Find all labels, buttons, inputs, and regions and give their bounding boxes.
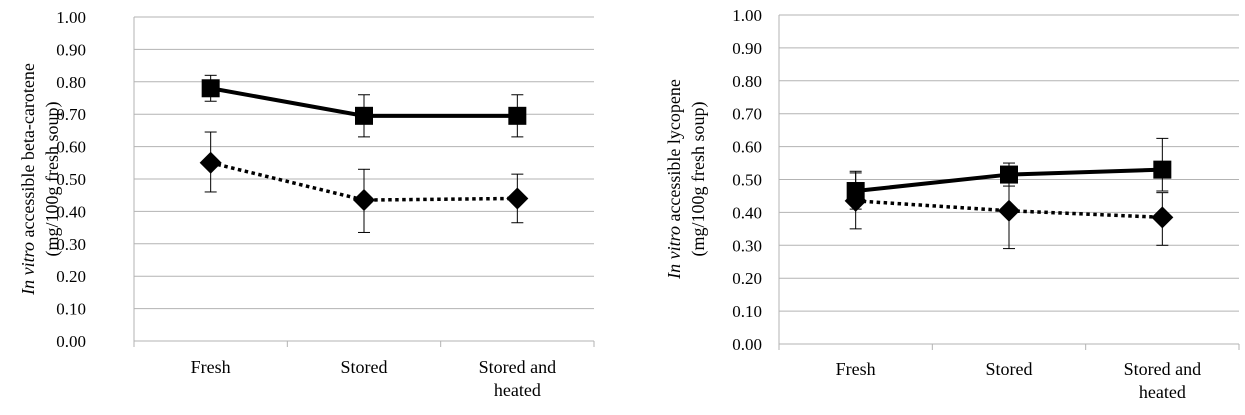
x-tick-label-line: Stored and [479,357,556,377]
x-tick-label-line: Stored [341,357,388,377]
series-2 [199,131,529,233]
y-tick-label: 0.70 [732,105,762,124]
y-axis-label-italic: In vitro [664,226,684,280]
y-axis-label: In vitro accessible lycopene (mg/100g fre… [664,79,709,280]
data-point-diamond [844,189,867,212]
y-tick-label: 0.80 [732,72,762,91]
x-tick-label: Stored and heated [479,357,556,400]
data-point-diamond [199,151,222,174]
data-point-square [508,106,527,125]
y-tick-label: 0.30 [56,235,86,254]
chart-panel-1: 0.00 0.10 0.20 0.30 0.40 0.50 0.60 0.70 0.80 0.90… [18,8,595,400]
series-1 [201,74,527,138]
y-tick-label: 0.00 [732,335,762,354]
x-tick-label-line: heated [494,380,541,400]
y-axis-label-line1: In vitro accessible beta-carotene [18,63,38,296]
y-tick-label: 0.10 [732,302,762,321]
series-line [855,199,1163,220]
y-tick-label: 0.00 [56,332,86,351]
data-point-square [355,106,373,125]
y-tick-label: 0.30 [732,236,762,255]
y-tick-label: 0.70 [56,105,86,124]
data-point-square [1153,160,1172,179]
data-point-diamond [506,187,529,210]
y-tick-label: 1.00 [732,6,762,25]
y-tick-label: 0.50 [732,171,762,190]
y-tick-label: 0.60 [56,138,86,157]
x-tick-label: Stored and heated [1124,359,1201,402]
y-tick-label: 0.40 [732,203,762,222]
data-point-diamond [1151,206,1174,229]
y-tick-label: 0.20 [732,269,762,288]
y-tick-label: 0.90 [732,39,762,58]
y-tick-label: 0.90 [56,40,86,59]
data-point-diamond [998,199,1020,222]
y-tick-label: 0.80 [56,73,86,92]
y-axis-label-line2: (mg/100g fresh soup) [42,102,63,257]
x-tick-label: Fresh [191,357,231,377]
x-tick-label: Stored [341,357,388,377]
y-axis-label-rest: accessible lycopene [664,79,684,226]
x-tick-label: Fresh [836,359,876,379]
x-tick-label-line: Fresh [836,359,876,379]
y-tick-label: 1.00 [56,8,86,27]
y-tick-label: 0.60 [732,138,762,157]
y-tick-label: 0.50 [56,170,86,189]
y-axis-label-rest: accessible beta-carotene [18,63,38,242]
chart-panel-2: 0.00 0.10 0.20 0.30 0.40 0.50 0.60 0.70 0.80 0.90… [664,6,1240,402]
x-tick-label: Stored [986,359,1033,379]
y-tick-label: 0.20 [56,267,86,286]
x-tick-label-line: Stored and [1124,359,1201,379]
y-axis-label: In vitro accessible beta-carotene (mg/100… [18,63,63,296]
x-tick-label-line: Fresh [191,357,231,377]
y-axis-label-line2: (mg/100g fresh soup) [688,102,709,257]
x-tick-label-line: Stored [986,359,1033,379]
series-line [210,161,518,202]
data-point-diamond [353,189,375,212]
series-2 [844,169,1174,250]
y-axis-label-line1: In vitro accessible lycopene [664,79,684,280]
y-tick-label: 0.10 [56,300,86,319]
y-axis-label-italic: In vitro [18,242,38,296]
y-tick-label: 0.40 [56,202,86,221]
data-point-square [201,79,220,98]
x-tick-label-line: heated [1139,382,1186,402]
